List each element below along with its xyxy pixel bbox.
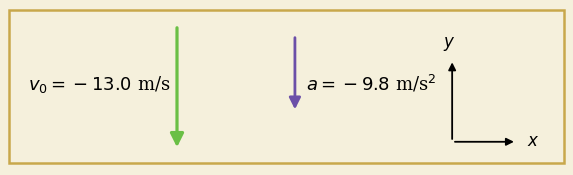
Text: $x$: $x$ <box>527 133 539 150</box>
Text: $a = -9.8$ m/s$^2$: $a = -9.8$ m/s$^2$ <box>306 74 437 95</box>
Text: $v_0 = -13.0$ m/s: $v_0 = -13.0$ m/s <box>28 74 171 95</box>
Text: $y$: $y$ <box>443 35 456 53</box>
